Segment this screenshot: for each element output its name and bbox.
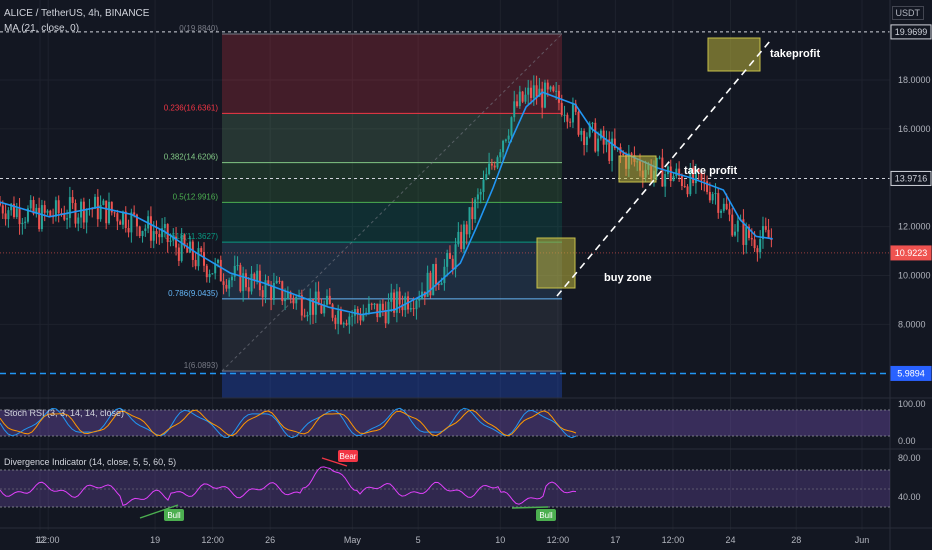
annotation-take-profit: take profit	[684, 165, 738, 177]
time-tick-2: 19	[150, 535, 160, 545]
price-badge-1	[890, 170, 932, 186]
annotation-takeprofit: takeprofit	[770, 48, 820, 60]
time-tick-6: 5	[416, 535, 421, 545]
price-badge-0	[890, 24, 932, 40]
projection-line	[556, 40, 771, 297]
take-profit-box	[618, 155, 657, 183]
divergence-legend: Divergence Indicator (14, close, 5, 5, 6…	[4, 457, 176, 467]
stoch-tick-1: 0.00	[898, 436, 916, 446]
price-tick-0: 18.0000	[898, 75, 931, 85]
time-tick-8: 12:00	[547, 535, 570, 545]
bear-divergence-line	[321, 457, 348, 467]
price-badge-label-3: 5.9894	[897, 368, 925, 378]
fib-zone-3	[222, 202, 562, 243]
div-tick-0: 80.00	[898, 453, 921, 463]
fib-label-0: 0(19.8840)	[179, 24, 218, 33]
annotation-buy-zone: buy zone	[604, 272, 652, 284]
fib-label-4: 0.618(11.3627)	[164, 232, 218, 241]
div-tick-1: 40.00	[898, 492, 921, 502]
stoch-legend: Stoch RSI (3, 3, 14, 14, close)	[4, 408, 124, 418]
time-tick-10: 12:00	[662, 535, 685, 545]
takeprofit-box	[707, 37, 761, 72]
stoch-tick-0: 100.00	[898, 399, 926, 409]
time-tick-3: 12:00	[201, 535, 224, 545]
price-tick-4: 8.0000	[898, 319, 926, 329]
price-badge-label-0: 19.9699	[895, 27, 928, 37]
fib-zone-0	[222, 34, 562, 114]
signal-label-2: Bull	[539, 511, 553, 520]
price-badge-3	[890, 365, 932, 381]
bull-divergence-line-2	[511, 506, 549, 509]
fib-label-2: 0.382(14.6206)	[164, 153, 219, 162]
ma-line	[0, 91, 773, 316]
fib-zone-2	[222, 162, 562, 203]
bull-divergence-line-1	[139, 504, 179, 519]
time-tick-0: 12	[35, 535, 45, 545]
fib-label-6: 1(6.0893)	[184, 361, 219, 370]
time-tick-11: 24	[725, 535, 735, 545]
buy-zone-box	[536, 237, 576, 289]
price-tick-3: 10.0000	[898, 270, 931, 280]
price-badge-label-1: 13.9716	[895, 173, 928, 183]
divergence-line	[0, 466, 577, 507]
fib-label-3: 0.5(12.9916)	[173, 192, 219, 201]
time-tick-1: 12:00	[37, 535, 60, 545]
time-tick-12: 28	[791, 535, 801, 545]
time-tick-5: May	[344, 535, 362, 545]
stoch-band	[0, 410, 890, 436]
currency-label[interactable]: USDT	[891, 6, 924, 20]
price-badge-label-2: 10.9223	[895, 248, 928, 258]
price-badge-2	[890, 245, 932, 261]
signal-label-1: Bull	[167, 511, 181, 520]
time-tick-13: Jun	[855, 535, 870, 545]
signal-badge-2	[536, 509, 556, 521]
fib-trend-line	[221, 33, 563, 372]
stoch-d-line	[0, 409, 577, 437]
price-tick-1: 16.0000	[898, 124, 931, 134]
signal-badge-0	[338, 450, 358, 462]
fib-zone-extension	[222, 371, 562, 398]
price-tick-2: 12.0000	[898, 222, 931, 232]
signal-label-0: Bear	[340, 452, 357, 461]
signal-badge-1	[164, 509, 184, 521]
time-tick-7: 10	[495, 535, 505, 545]
fib-label-5: 0.786(9.0435)	[168, 289, 218, 298]
time-tick-9: 17	[610, 535, 620, 545]
time-tick-4: 26	[265, 535, 275, 545]
ma-legend: MA (21, close, 0)	[4, 23, 80, 34]
symbol-title: ALICE / TetherUS, 4h, BINANCE	[4, 8, 150, 19]
fib-label-1: 0.236(16.6361)	[164, 103, 219, 112]
candles	[0, 75, 773, 335]
